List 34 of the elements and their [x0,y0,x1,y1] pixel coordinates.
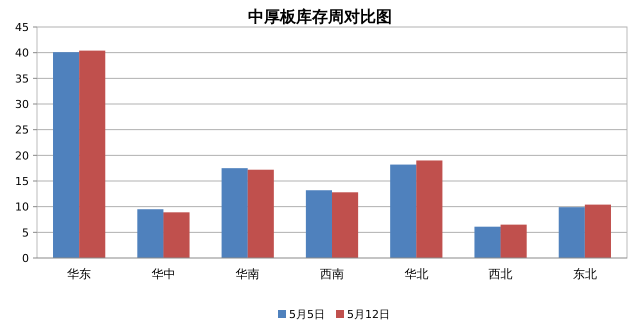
bar [390,164,416,258]
bar [306,190,332,258]
y-tick-label: 40 [15,46,29,60]
legend-label: 5月5日 [289,308,325,321]
y-tick-label: 45 [15,21,29,34]
y-tick-label: 35 [15,72,29,86]
bar [416,160,442,258]
y-tick-label: 0 [22,252,29,265]
bar [79,50,106,258]
bar [500,224,527,258]
y-tick-label: 30 [15,98,29,111]
bar [53,52,80,258]
bar [248,170,274,258]
y-tick-label: 15 [15,175,29,188]
x-tick-label: 华北 [404,267,428,281]
y-tick-label: 10 [15,200,29,214]
x-tick-label: 西北 [488,267,513,281]
x-tick-label: 华中 [151,267,176,281]
bar [558,207,585,258]
x-tick-label: 东北 [572,267,597,281]
bar [584,204,611,258]
x-tick-label: 西南 [320,267,344,281]
bar [163,212,190,258]
bar [474,226,501,258]
legend-label: 5月12日 [347,308,390,321]
y-tick-label: 25 [15,124,29,137]
y-tick-label: 5 [22,226,29,240]
y-tick-label: 20 [15,149,29,162]
x-tick-label: 华南 [236,267,260,281]
bar [137,209,164,258]
x-tick-label: 华东 [67,267,92,281]
chart-title: 中厚板库存周对比图 [248,7,392,26]
bar [332,192,358,258]
bar [222,168,248,258]
